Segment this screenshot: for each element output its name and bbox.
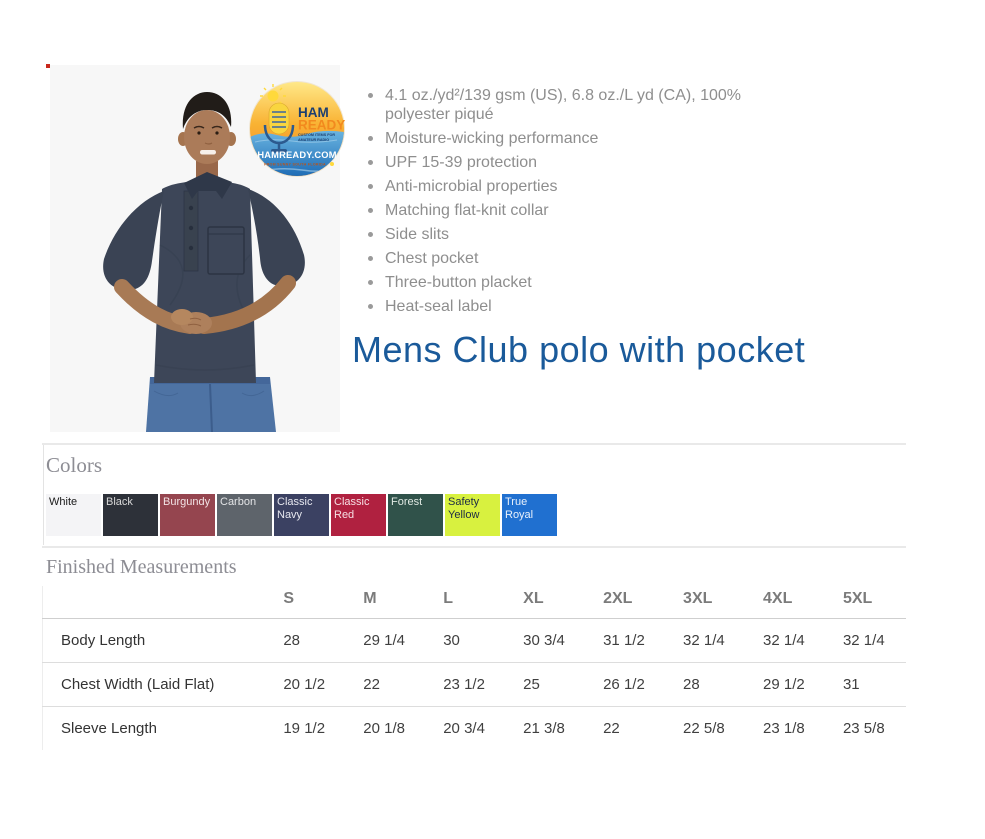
color-swatch-carbon[interactable]: Carbon	[217, 494, 272, 536]
red-dot-artifact	[46, 64, 50, 68]
color-swatch-label: True Royal	[505, 496, 534, 521]
color-swatch-label: Classic Navy	[277, 496, 313, 521]
measurement-cell: 20 1/8	[363, 720, 405, 737]
feature-item: Anti-microbial properties	[362, 177, 794, 196]
measurement-cell: 23 5/8	[842, 720, 885, 737]
size-column-header: XL	[523, 590, 544, 607]
model-arms	[114, 275, 296, 334]
measurement-cell: 23 1/8	[763, 720, 805, 737]
measurement-cell: 32 1/4	[683, 632, 725, 649]
feature-item: Side slits	[362, 225, 794, 244]
feature-list: 4.1 oz./yd²/139 gsm (US), 6.8 oz./L yd (…	[362, 86, 794, 321]
measurement-row-label: Body Length	[61, 632, 146, 649]
measurement-row-body-length: Body Length 28 29 1/4 30 30 3/4 31 1/2 3…	[42, 619, 906, 663]
measurement-cell: 20 3/4	[443, 720, 485, 737]
feature-item: Matching flat-knit collar	[362, 201, 794, 220]
color-swatch-forest[interactable]: Forest	[388, 494, 443, 536]
color-swatch-safety-yellow[interactable]: Safety Yellow	[445, 494, 500, 536]
measurement-cell: 25	[523, 676, 540, 693]
model-head	[178, 92, 236, 164]
feature-item: UPF 15-39 protection	[362, 153, 794, 172]
feature-item: Heat-seal label	[362, 297, 794, 316]
jeans	[146, 377, 276, 432]
color-swatch-label: Forest	[391, 496, 423, 508]
flat-knit-collar	[184, 172, 232, 199]
measurement-cell: 21 3/8	[523, 720, 565, 737]
section-divider	[42, 443, 906, 445]
measurement-cell: 19 1/2	[283, 720, 326, 737]
measurement-row-label: Chest Width (Laid Flat)	[61, 676, 215, 693]
size-column-header: L	[443, 590, 453, 607]
feature-item: 4.1 oz./yd²/139 gsm (US), 6.8 oz./L yd (…	[362, 86, 794, 124]
measurement-cell: 22	[363, 676, 380, 693]
measurement-cell: 29 1/2	[763, 676, 805, 693]
size-column-header: 4XL	[763, 590, 793, 607]
navy-polo-shirt	[103, 172, 305, 383]
measurement-cell: 31	[842, 676, 860, 693]
feature-item: Moisture-wicking performance	[362, 129, 794, 148]
feature-item: Chest pocket	[362, 249, 794, 268]
chest-pocket	[207, 226, 245, 275]
measurement-cell: 28	[683, 676, 700, 693]
color-swatch-classic-red[interactable]: Classic Red	[331, 494, 386, 536]
size-column-header: 5XL	[842, 590, 873, 607]
measurement-cell: 26 1/2	[603, 676, 645, 693]
color-swatch-row: White Black Burgundy Carbon Classic Navy…	[46, 494, 557, 536]
section-left-border	[43, 445, 44, 545]
color-swatch-white[interactable]: White	[46, 494, 101, 536]
feature-item: Three-button placket	[362, 273, 794, 292]
measurement-cell: 29 1/4	[363, 632, 405, 649]
button-placket	[183, 190, 199, 272]
color-swatch-label: Safety Yellow	[448, 496, 480, 521]
logo-domain: HAMREADY.COM	[257, 150, 336, 160]
measurement-cell: 28	[283, 632, 301, 649]
size-column-header: S	[283, 590, 295, 607]
size-column-header: M	[363, 590, 377, 607]
measurement-cell: 22 5/8	[683, 720, 725, 737]
measurement-row-chest-width: Chest Width (Laid Flat) 20 1/2 22 23 1/2…	[42, 663, 906, 707]
colors-heading: Colors	[46, 453, 103, 477]
measurement-cell: 20 1/2	[283, 676, 326, 693]
logo-word2: READY	[298, 118, 345, 133]
hair	[182, 92, 232, 129]
small-sun-icon	[330, 162, 334, 166]
microphone-icon	[263, 102, 295, 153]
size-header-row: S M L XL 2XL 3XL 4XL 5XL	[42, 586, 906, 619]
measurements-table: S M L XL 2XL 3XL 4XL 5XL Body Length 28 …	[42, 586, 906, 750]
empty-header-cell	[43, 586, 284, 619]
logo-tagline-line1: CUSTOM ITEMS FOR	[298, 133, 335, 137]
measurement-cell: 22	[603, 720, 620, 737]
color-swatch-true-royal[interactable]: True Royal	[502, 494, 557, 536]
color-swatch-label: Carbon	[220, 496, 257, 508]
section-divider	[42, 546, 906, 548]
color-swatch-label: Burgundy	[163, 496, 211, 508]
size-column-header: 2XL	[603, 590, 633, 607]
color-swatch-black[interactable]: Black	[103, 494, 158, 536]
color-swatch-classic-navy[interactable]: Classic Navy	[274, 494, 329, 536]
size-column-header: 3XL	[683, 590, 713, 607]
measurement-cell: 32 1/4	[763, 632, 805, 649]
measurement-cell: 30 3/4	[523, 632, 565, 649]
measurement-cell: 30	[443, 632, 460, 649]
measurement-row-sleeve-length: Sleeve Length 19 1/2 20 1/8 20 3/4 21 3/…	[43, 707, 907, 751]
logo-tagline-line2: AMATEUR RADIO	[298, 138, 329, 142]
logo-word1: HAM	[298, 105, 329, 120]
color-swatch-label: Black	[106, 496, 133, 508]
finished-measurements-heading: Finished Measurements	[46, 556, 237, 578]
measurement-cell: 32 1/4	[842, 632, 885, 649]
measurement-row-label: Sleeve Length	[61, 720, 157, 737]
color-swatch-label: Classic Red	[334, 496, 370, 521]
measurement-cell: 31 1/2	[603, 632, 645, 649]
color-swatch-burgundy[interactable]: Burgundy	[160, 494, 215, 536]
measurement-cell: 23 1/2	[443, 676, 485, 693]
brand-logo: HAM READY CUSTOM ITEMS FOR AMATEUR RADIO…	[247, 79, 347, 179]
logo-origin: FROM SUNNY SOUTH FLORIDA	[264, 163, 326, 167]
color-swatch-label: White	[49, 496, 78, 508]
product-title: Mens Club polo with pocket	[352, 329, 806, 370]
